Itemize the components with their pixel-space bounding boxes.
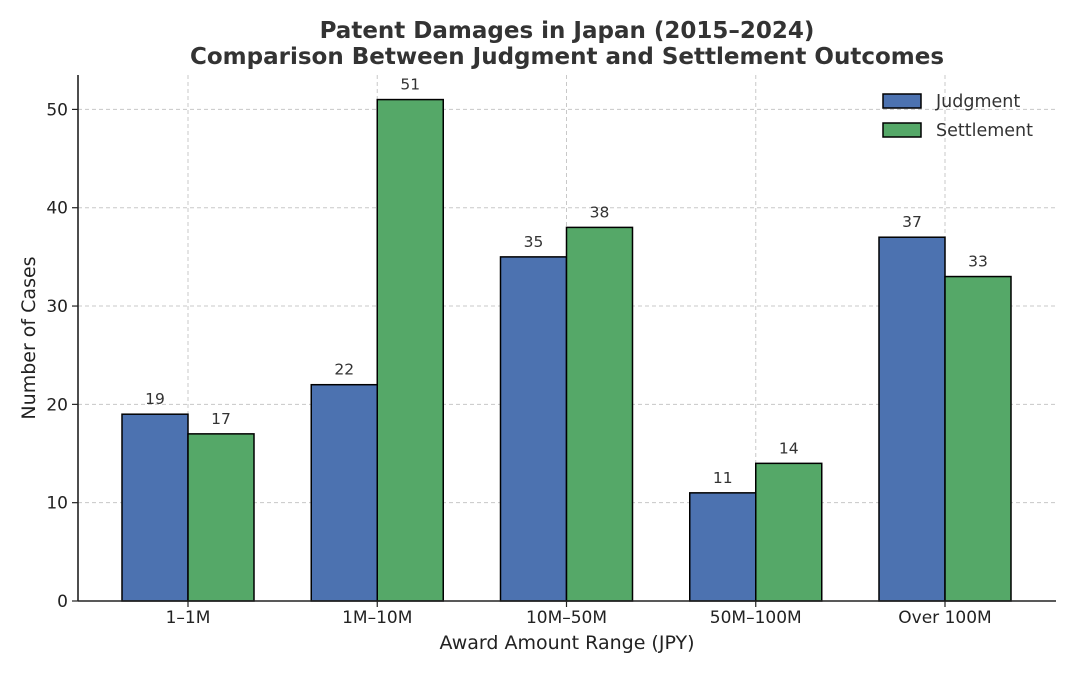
- legend-swatch-judgment: [882, 93, 922, 109]
- x-tick-label: Over 100M: [898, 608, 991, 628]
- bar-settlement-4: [944, 275, 1012, 602]
- data-label-settlement-4: 33: [968, 253, 988, 271]
- data-label-judgment-3: 11: [713, 469, 733, 487]
- bar-judgment-0: [121, 413, 189, 602]
- chart-title-line1: Patent Damages in Japan (2015–2024): [320, 18, 815, 44]
- x-tick-label: 1–1M: [166, 608, 211, 628]
- bar-settlement-3: [755, 462, 823, 602]
- data-label-settlement-3: 14: [779, 439, 799, 457]
- y-axis-label: Number of Cases: [18, 256, 40, 419]
- bar-judgment-1: [310, 383, 378, 602]
- y-tick-label: 20: [46, 395, 68, 415]
- x-axis-ticks: 1–1M 1M–10M 10M–50M 50M–100M Over 100M: [166, 601, 992, 628]
- y-axis-ticks: 0 10 20 30 40 50: [46, 100, 78, 612]
- data-label-settlement-0: 17: [211, 410, 231, 428]
- data-label-judgment-0: 19: [145, 390, 165, 408]
- legend-label-judgment: Judgment: [935, 92, 1020, 112]
- chart-title-line2: Comparison Between Judgment and Settleme…: [190, 44, 944, 70]
- data-labels: 19 17 22 51 35 38 11 14 37 33: [145, 76, 988, 487]
- legend-swatch-settlement: [882, 122, 922, 138]
- x-tick-label: 50M–100M: [710, 608, 802, 628]
- data-label-judgment-2: 35: [524, 233, 544, 251]
- y-tick-label: 50: [46, 100, 68, 120]
- bar-settlement-0: [187, 433, 255, 602]
- bar-judgment-3: [689, 492, 757, 602]
- data-label-settlement-2: 38: [590, 203, 610, 221]
- y-tick-label: 30: [46, 297, 68, 317]
- legend: Judgment Settlement: [882, 92, 1033, 141]
- x-tick-label: 1M–10M: [342, 608, 412, 628]
- y-tick-label: 10: [46, 494, 68, 514]
- x-tick-label: 10M–50M: [526, 608, 607, 628]
- data-label-judgment-1: 22: [334, 361, 354, 379]
- bar-settlement-1: [376, 98, 444, 602]
- y-tick-label: 0: [57, 592, 68, 612]
- legend-label-settlement: Settlement: [936, 121, 1033, 141]
- bar-judgment-2: [499, 256, 568, 602]
- bars: [121, 98, 1012, 602]
- data-label-judgment-4: 37: [902, 213, 922, 231]
- data-label-settlement-1: 51: [400, 76, 420, 94]
- bar-judgment-4: [878, 236, 946, 602]
- x-axis-label: Award Amount Range (JPY): [439, 632, 694, 654]
- bar-settlement-2: [565, 226, 634, 602]
- y-tick-label: 40: [46, 199, 68, 219]
